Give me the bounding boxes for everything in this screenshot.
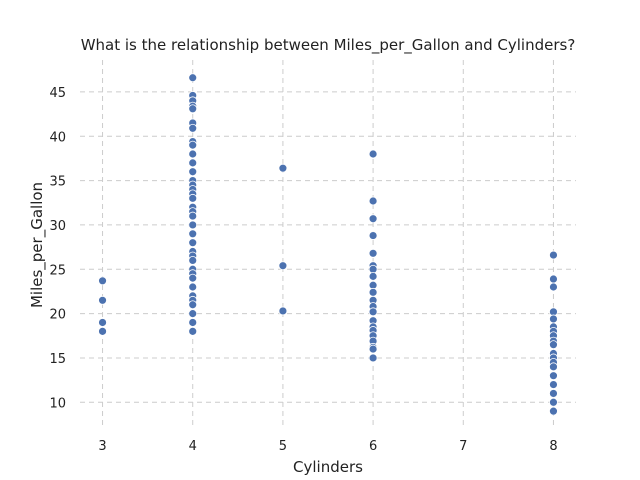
data-point [278,306,288,316]
data-point [368,214,378,224]
data-point [188,273,198,283]
data-point [368,196,378,206]
data-point [188,309,198,319]
x-tick-label: 5 [279,439,287,454]
data-point [278,163,288,173]
data-point [368,307,378,317]
data-point [188,123,198,133]
data-point [188,149,198,159]
data-point [549,274,558,284]
data-point [368,271,378,281]
data-point [278,261,288,271]
data-point [549,282,558,292]
x-tick-label: 8 [549,439,557,454]
x-tick-label: 4 [189,439,197,454]
data-point [188,104,198,114]
y-tick-label: 20 [49,308,66,323]
data-point [368,248,378,258]
data-point [188,140,198,150]
data-point [368,344,378,354]
data-point [188,220,198,230]
data-point [188,282,198,292]
data-point [549,314,558,324]
data-point [98,295,107,305]
data-point [368,287,378,297]
data-point [549,362,558,372]
data-point [549,250,558,260]
y-tick-label: 30 [49,219,66,234]
y-tick-label: 35 [49,175,66,190]
chart-title: What is the relationship between Miles_p… [81,36,576,55]
x-axis-label: Cylinders [293,458,363,476]
data-point [188,326,198,336]
data-point [368,353,378,363]
data-point [188,318,198,327]
data-point [188,158,198,168]
data-point [98,326,107,336]
data-point [188,229,198,239]
data-point [188,300,198,310]
data-point [98,318,107,327]
grid [80,60,576,428]
data-point [549,406,558,416]
x-tick-label: 3 [98,439,106,454]
data-points [98,73,558,416]
y-tick-label: 45 [49,86,66,101]
y-tick-label: 15 [49,352,66,367]
y-axis-label: Miles_per_Gallon [28,182,47,308]
data-point [368,231,378,240]
data-point [188,167,198,177]
data-point [188,193,198,203]
data-point [549,380,558,389]
data-point [549,397,558,407]
data-point [98,276,107,286]
x-tick-label: 7 [459,439,467,454]
x-tick-label: 6 [369,439,377,454]
y-tick-label: 10 [49,396,66,411]
data-point [368,149,378,159]
data-point [188,211,198,221]
data-point [188,73,198,83]
data-point [549,340,558,350]
data-point [549,389,558,398]
y-tick-label: 25 [49,263,66,278]
data-point [188,256,198,265]
y-tick-label: 40 [49,130,66,145]
data-point [549,371,558,381]
data-point [188,238,198,248]
